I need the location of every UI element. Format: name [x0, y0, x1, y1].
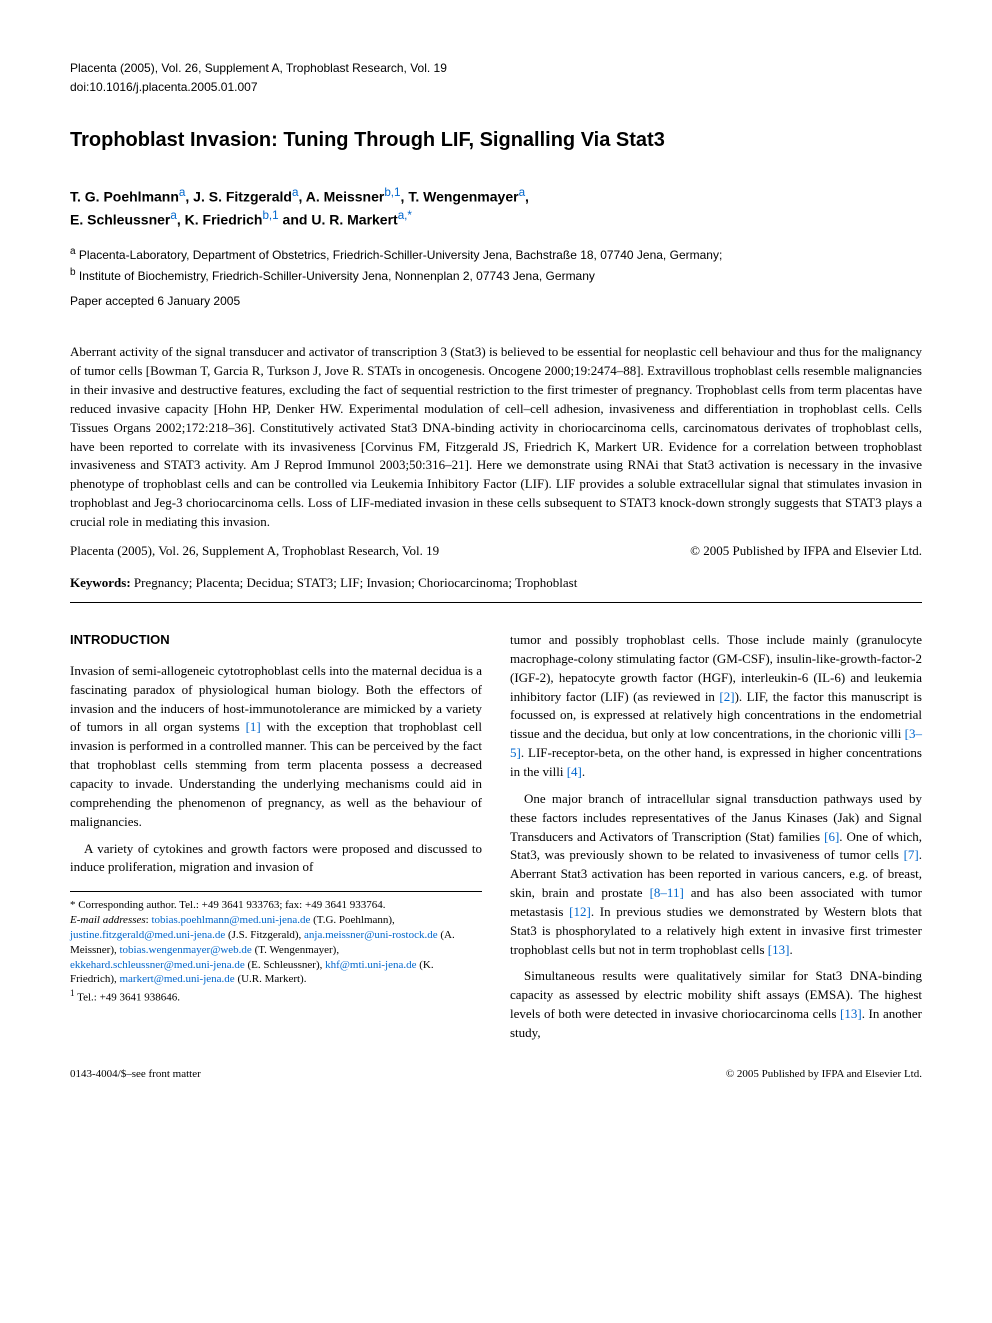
email-link[interactable]: ekkehard.schleussner@med.uni-jena.de: [70, 959, 245, 971]
ref-link-13b[interactable]: [13]: [840, 1006, 862, 1021]
email-link[interactable]: anja.meissner@uni-rostock.de: [304, 929, 438, 941]
ref-link-2[interactable]: [2]: [719, 689, 734, 704]
journal-reference: Placenta (2005), Vol. 26, Supplement A, …: [70, 60, 922, 77]
keywords-label: Keywords:: [70, 575, 131, 590]
ref-link-13a[interactable]: [13]: [768, 942, 790, 957]
page-footer: 0143-4004/$–see front matter © 2005 Publ…: [70, 1067, 922, 1082]
copyright-left: Placenta (2005), Vol. 26, Supplement A, …: [70, 542, 439, 560]
keywords: Keywords: Pregnancy; Placenta; Decidua; …: [70, 574, 922, 592]
tel-note: 1 Tel.: +49 3641 938646.: [70, 987, 482, 1006]
ref-link-1[interactable]: [1]: [246, 719, 261, 734]
footer-left: 0143-4004/$–see front matter: [70, 1067, 201, 1082]
ref-link-4[interactable]: [4]: [567, 764, 582, 779]
section-divider: [70, 602, 922, 603]
copyright-right: © 2005 Published by IFPA and Elsevier Lt…: [690, 542, 922, 560]
paragraph-4: One major branch of intracellular signal…: [510, 790, 922, 960]
paragraph-1: Invasion of semi-allogeneic cytotrophobl…: [70, 662, 482, 832]
accepted-date: Paper accepted 6 January 2005: [70, 293, 922, 310]
keywords-text: Pregnancy; Placenta; Decidua; STAT3; LIF…: [131, 575, 578, 590]
email-link[interactable]: tobias.poehlmann@med.uni-jena.de: [151, 914, 310, 926]
ref-link-7[interactable]: [7]: [904, 847, 919, 862]
affiliation-line: a Placenta-Laboratory, Department of Obs…: [70, 245, 922, 264]
footnotes: * Corresponding author. Tel.: +49 3641 9…: [70, 891, 482, 1006]
email-link[interactable]: justine.fitzgerald@med.uni-jena.de: [70, 929, 225, 941]
affiliation-line: b Institute of Biochemistry, Friedrich-S…: [70, 266, 922, 285]
email-link[interactable]: khf@mti.uni-jena.de: [325, 959, 416, 971]
email-link[interactable]: tobias.wengenmayer@web.de: [120, 944, 252, 956]
affiliations: a Placenta-Laboratory, Department of Obs…: [70, 245, 922, 285]
body-content: INTRODUCTION Invasion of semi-allogeneic…: [70, 631, 922, 1043]
ref-link-8-11[interactable]: [8–11]: [650, 885, 684, 900]
email-link[interactable]: markert@med.uni-jena.de: [119, 973, 234, 985]
doi: doi:10.1016/j.placenta.2005.01.007: [70, 79, 922, 96]
corresponding-author-note: * Corresponding author. Tel.: +49 3641 9…: [70, 898, 482, 913]
ref-link-6[interactable]: [6]: [824, 829, 839, 844]
ref-link-12[interactable]: [12]: [569, 904, 591, 919]
email-addresses: E-mail addresses: tobias.poehlmann@med.u…: [70, 913, 482, 987]
paragraph-3: tumor and possibly trophoblast cells. Th…: [510, 631, 922, 782]
author-list: T. G. Poehlmanna, J. S. Fitzgeralda, A. …: [70, 184, 922, 231]
paragraph-5: Simultaneous results were qualitatively …: [510, 967, 922, 1042]
section-heading-introduction: INTRODUCTION: [70, 631, 482, 650]
paragraph-2: A variety of cytokines and growth factor…: [70, 840, 482, 878]
copyright-line: Placenta (2005), Vol. 26, Supplement A, …: [70, 542, 922, 560]
article-title: Trophoblast Invasion: Tuning Through LIF…: [70, 126, 922, 154]
abstract: Aberrant activity of the signal transduc…: [70, 343, 922, 531]
footer-right: © 2005 Published by IFPA and Elsevier Lt…: [726, 1067, 922, 1082]
